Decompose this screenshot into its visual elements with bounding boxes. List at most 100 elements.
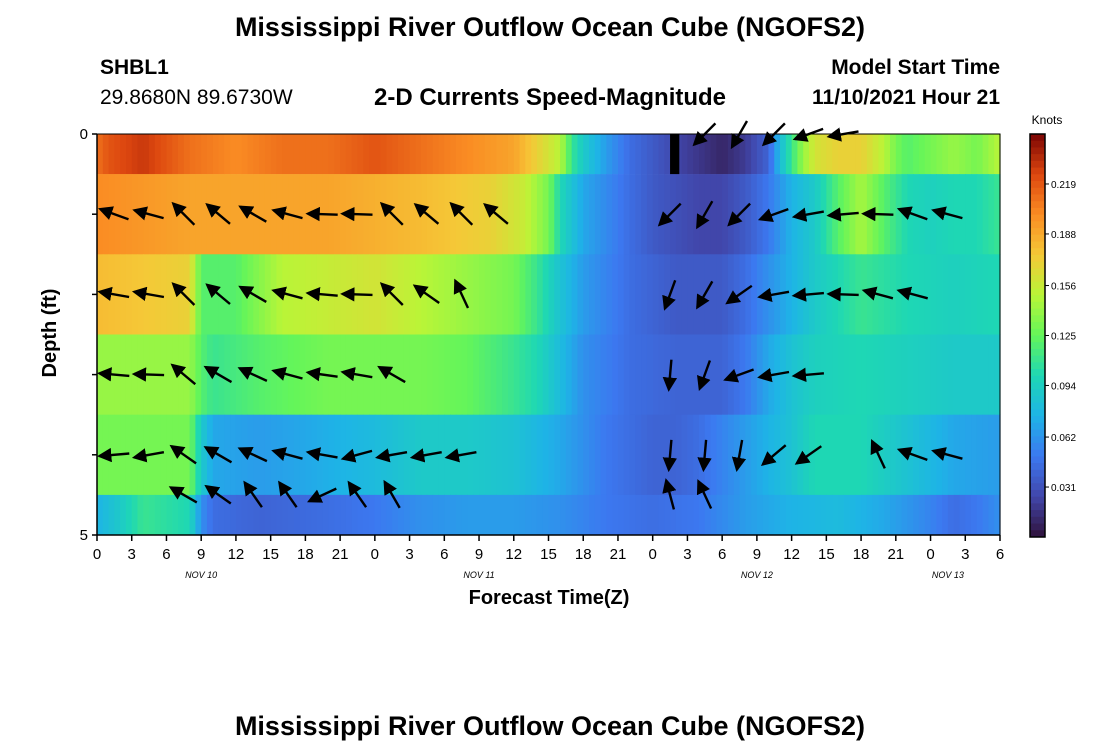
current-vector-arrow bbox=[205, 283, 231, 305]
heatmap-cell bbox=[664, 414, 671, 496]
heatmap-cell bbox=[450, 254, 457, 335]
heatmap-cell bbox=[976, 334, 984, 415]
x-tick-label: 15 bbox=[262, 546, 279, 563]
heatmap-cell bbox=[247, 494, 254, 536]
heatmap-cell bbox=[814, 134, 822, 175]
heatmap-cell bbox=[594, 494, 602, 536]
heatmap-cell bbox=[670, 494, 677, 536]
x-tick-label: 3 bbox=[961, 546, 969, 563]
heatmap-cell bbox=[560, 414, 567, 496]
heatmap-cell bbox=[994, 254, 1001, 335]
model-start-label: Model Start Time bbox=[831, 56, 1000, 79]
current-vector-arrow bbox=[97, 367, 130, 382]
colorbar-swatch bbox=[1030, 429, 1045, 437]
heatmap-cell bbox=[276, 134, 283, 175]
colorbar-swatch bbox=[1030, 516, 1045, 525]
heatmap-cell bbox=[467, 494, 474, 536]
heatmap-cell bbox=[160, 134, 168, 175]
heatmap-cell bbox=[687, 414, 694, 496]
heatmap-cell bbox=[826, 414, 833, 496]
heatmap-cell bbox=[901, 414, 908, 496]
heatmap-cell bbox=[756, 134, 764, 175]
current-vector-arrow bbox=[340, 366, 373, 382]
heatmap-cell bbox=[751, 254, 758, 335]
heatmap-cell bbox=[884, 414, 891, 496]
heatmap-cell bbox=[577, 494, 584, 536]
heatmap-cell bbox=[918, 334, 926, 415]
colorbar-swatch bbox=[1030, 442, 1045, 451]
heatmap-cell bbox=[253, 414, 260, 496]
heatmap-cell bbox=[617, 254, 625, 335]
heatmap-cell bbox=[467, 174, 474, 255]
heatmap-cell bbox=[589, 494, 596, 536]
heatmap-cell bbox=[288, 134, 295, 175]
heatmap-cell bbox=[218, 254, 225, 335]
heatmap-cell bbox=[716, 334, 723, 415]
heatmap-cell bbox=[843, 414, 851, 496]
heatmap-cell bbox=[994, 174, 1001, 255]
heatmap-cell bbox=[907, 334, 914, 415]
colorbar-swatch bbox=[1030, 154, 1045, 162]
colorbar-swatch bbox=[1030, 409, 1045, 417]
heatmap-cell bbox=[259, 134, 266, 175]
chart-subtitle: 2-D Currents Speed-Magnitude bbox=[373, 84, 727, 111]
heatmap-cell bbox=[635, 174, 642, 255]
heatmap-cell bbox=[600, 334, 607, 415]
heatmap-cell bbox=[536, 254, 544, 335]
heatmap-cell bbox=[930, 174, 937, 255]
heatmap-cell bbox=[473, 494, 480, 536]
heatmap-cell bbox=[189, 254, 197, 335]
current-vector-arrow bbox=[662, 279, 677, 311]
heatmap-cell bbox=[739, 134, 746, 175]
heatmap-cell bbox=[843, 334, 851, 415]
heatmap-cell bbox=[276, 254, 283, 335]
heatmap-cell bbox=[536, 174, 544, 255]
heatmap-cell bbox=[890, 254, 897, 335]
date-label: NOV 11 bbox=[463, 570, 494, 580]
heatmap-cell bbox=[617, 134, 625, 175]
heatmap-cell bbox=[484, 254, 492, 335]
heatmap-cell bbox=[641, 134, 648, 175]
heatmap-cell bbox=[652, 174, 660, 255]
heatmap-cell bbox=[195, 494, 202, 536]
heatmap-cell bbox=[699, 134, 706, 175]
heatmap-cell bbox=[878, 334, 885, 415]
heatmap-cell bbox=[496, 334, 503, 415]
heatmap-cell bbox=[675, 254, 683, 335]
heatmap-cell bbox=[797, 414, 804, 496]
heatmap-cell bbox=[455, 494, 463, 536]
current-vector-arrow bbox=[203, 446, 233, 464]
current-vector-arrow bbox=[340, 287, 373, 302]
heatmap-cell bbox=[554, 414, 561, 496]
current-vector-arrow bbox=[444, 448, 477, 463]
heatmap-cell bbox=[583, 254, 590, 335]
x-tick-label: 0 bbox=[926, 546, 934, 563]
colorbar-swatch bbox=[1030, 295, 1045, 303]
heatmap-cell bbox=[334, 134, 341, 175]
current-vector-arrow bbox=[132, 206, 164, 221]
heatmap-cell bbox=[756, 414, 764, 496]
current-vector-arrow bbox=[483, 203, 509, 225]
heatmap-cell bbox=[843, 134, 851, 175]
heatmap-cell bbox=[953, 254, 961, 335]
colorbar-swatch bbox=[1030, 348, 1045, 357]
colorbar-swatch bbox=[1030, 523, 1045, 531]
heatmap-cell bbox=[525, 174, 532, 255]
heatmap-cell bbox=[612, 254, 619, 335]
heatmap-cell bbox=[206, 254, 214, 335]
heatmap-cell bbox=[374, 494, 382, 536]
heatmap-cell bbox=[976, 494, 984, 536]
heatmap-cell bbox=[733, 494, 741, 536]
heatmap-cell bbox=[392, 334, 399, 415]
heatmap-cell bbox=[189, 494, 197, 536]
heatmap-cell bbox=[936, 134, 943, 175]
heatmap-cell bbox=[137, 494, 144, 536]
x-tick-label: 18 bbox=[853, 546, 870, 563]
y-tick-label: 5 bbox=[80, 527, 88, 544]
heatmap-cell bbox=[513, 334, 521, 415]
current-vector-arrow bbox=[791, 367, 825, 383]
heatmap-cell bbox=[293, 494, 301, 536]
x-tick-label: 3 bbox=[405, 546, 413, 563]
heatmap-cell bbox=[189, 134, 197, 175]
heatmap-cell bbox=[820, 334, 827, 415]
